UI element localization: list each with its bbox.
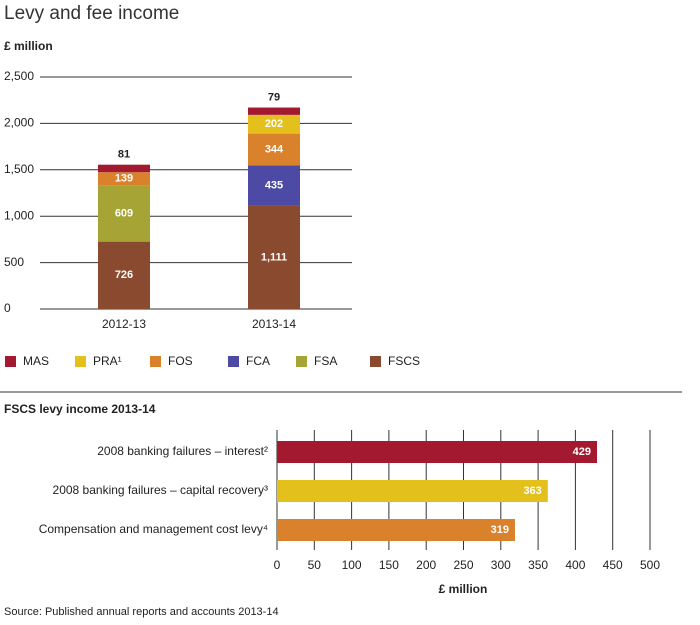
- y-tick-label: 2,000: [4, 116, 34, 130]
- value-label: 81: [118, 149, 130, 161]
- legend-swatch: [370, 356, 381, 367]
- legend-label: FSA: [314, 354, 337, 368]
- y-tick-label: 0: [4, 301, 11, 315]
- chart-title: Levy and fee income: [4, 3, 179, 24]
- x-tick-label: 350: [528, 558, 548, 572]
- x-tick-label: 450: [603, 558, 623, 572]
- y-tick-label: 2008 banking failures – interest²: [97, 444, 268, 458]
- value-label: 202: [265, 118, 283, 130]
- bar: [277, 480, 548, 502]
- legend-swatch: [296, 356, 307, 367]
- x-axis-label: £ million: [439, 582, 488, 596]
- source: Source: Published annual reports and acc…: [4, 606, 279, 618]
- value-label: 79: [268, 91, 280, 103]
- y-tick-label: 2008 banking failures – capital recovery…: [53, 483, 268, 497]
- x-tick-label: 0: [274, 558, 281, 572]
- y-tick-label: Compensation and management cost levy⁴: [39, 522, 268, 536]
- bar-segment: [98, 164, 150, 173]
- legend-label: FSCS: [388, 354, 420, 368]
- x-tick-label: 250: [453, 558, 473, 572]
- legend-swatch: [75, 356, 86, 367]
- value-label: 435: [265, 180, 283, 192]
- value-label: 363: [523, 485, 541, 497]
- bar-segment: [248, 165, 300, 206]
- legend-swatch: [150, 356, 161, 367]
- x-tick-label: 300: [491, 558, 511, 572]
- x-tick-label: 400: [565, 558, 585, 572]
- bar: [277, 441, 598, 463]
- y-axis-label: £ million: [4, 39, 53, 53]
- legend-label: FCA: [246, 354, 270, 368]
- x-tick-label: 2012-13: [102, 317, 146, 331]
- value-label: 344: [265, 143, 284, 155]
- x-tick-label: 50: [308, 558, 322, 572]
- legend-label: MAS: [23, 354, 49, 368]
- bar-segment: [98, 172, 150, 186]
- value-label: 429: [573, 446, 591, 458]
- legend-label: FOS: [168, 354, 193, 368]
- y-tick-label: 1,500: [4, 162, 34, 176]
- chart-title: FSCS levy income 2013-14: [4, 402, 156, 416]
- legend-swatch: [228, 356, 239, 367]
- x-tick-label: 150: [379, 558, 399, 572]
- value-label: 726: [115, 269, 133, 281]
- bar-segment: [248, 107, 300, 115]
- y-tick-label: 1,000: [4, 208, 34, 222]
- y-tick-label: 2,500: [4, 69, 34, 83]
- value-label: 139: [115, 173, 133, 185]
- y-tick-label: 500: [4, 255, 24, 269]
- bar: [277, 519, 515, 541]
- value-label: 1,111: [261, 251, 287, 263]
- x-tick-label: 2013-14: [252, 317, 296, 331]
- value-label: 609: [115, 207, 133, 219]
- bar-segment: [98, 241, 150, 309]
- x-tick-label: 500: [640, 558, 660, 572]
- bar-segment: [98, 185, 150, 242]
- x-tick-label: 200: [416, 558, 436, 572]
- bar-segment: [248, 205, 300, 309]
- legend-label: PRA¹: [93, 354, 122, 368]
- value-label: 319: [491, 524, 509, 536]
- legend-swatch: [5, 356, 16, 367]
- bar-segment: [248, 114, 300, 134]
- bar-segment: [248, 133, 300, 166]
- x-tick-label: 100: [342, 558, 362, 572]
